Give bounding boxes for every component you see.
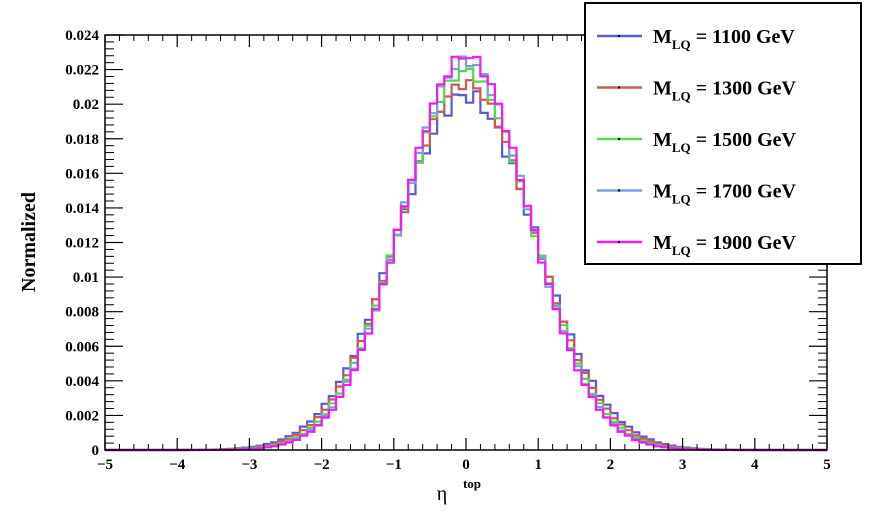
- y-tick-label: 0.018: [65, 132, 99, 148]
- y-tick-label: 0.004: [65, 374, 99, 390]
- x-tick-label: −4: [169, 457, 186, 473]
- x-tick-label: 1: [534, 457, 542, 473]
- legend-label-2: MLQ = 1300 GeV: [653, 78, 797, 104]
- legend-box: [584, 2, 862, 265]
- x-tick-label: −2: [314, 457, 330, 473]
- y-tick-label: 0.008: [65, 305, 99, 321]
- y-tick-label: 0.006: [65, 339, 99, 355]
- x-tick-label: 2: [607, 457, 615, 473]
- y-tick-label: 0.024: [65, 28, 99, 44]
- y-tick-label: 0.016: [65, 166, 99, 182]
- x-axis-title-base: η: [437, 483, 447, 505]
- legend-marker-5: [617, 240, 621, 244]
- legend-label-4: MLQ = 1700 GeV: [653, 181, 797, 207]
- x-axis-title-superscript: top: [463, 476, 481, 491]
- x-tick-label: 5: [823, 457, 831, 473]
- legend-marker-4: [617, 189, 621, 192]
- y-tick-label: 0.02: [73, 97, 99, 113]
- y-tick-label: 0.012: [65, 236, 99, 252]
- x-axis-title: η top: [437, 476, 481, 505]
- x-tick-label: −1: [386, 457, 402, 473]
- y-tick-label: 0.022: [65, 63, 99, 79]
- x-tick-label: −5: [97, 457, 113, 473]
- x-tick-label: 3: [679, 457, 687, 473]
- y-axis-title: Normalized: [18, 192, 40, 292]
- x-tick-label: 4: [751, 457, 759, 473]
- legend-marker-1: [617, 34, 621, 38]
- x-tick-label: 0: [462, 457, 470, 473]
- y-tick-label: 0.002: [65, 408, 99, 424]
- x-tick-label: −3: [241, 457, 257, 473]
- legend: MLQ = 1100 GeV MLQ = 1300 GeV MLQ = 1500 G…: [584, 2, 862, 265]
- legend-marker-2: [617, 86, 621, 89]
- series-line-5: [105, 55, 827, 452]
- legend-marker-3: [617, 137, 621, 141]
- y-tick-label: 0.01: [73, 270, 99, 286]
- y-tick-label: 0: [92, 443, 100, 459]
- legend-label-1: MLQ = 1100 GeV: [653, 26, 795, 52]
- legend-label-5: MLQ = 1900 GeV: [653, 232, 797, 258]
- legend-label-3: MLQ = 1500 GeV: [653, 129, 797, 155]
- y-tick-label: 0.014: [65, 201, 99, 217]
